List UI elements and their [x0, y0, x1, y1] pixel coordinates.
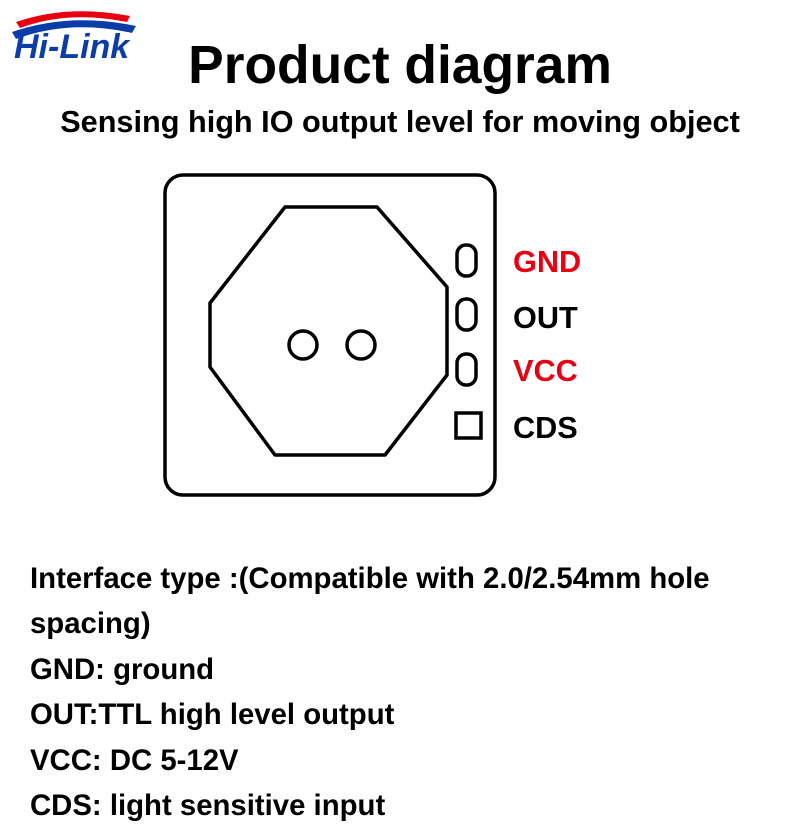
desc-line: Interface type :(Compatible with 2.0/2.5…: [30, 556, 770, 647]
sensor-hole: [347, 331, 375, 359]
desc-line: CDS: light sensitive input: [30, 783, 770, 828]
interface-description: Interface type :(Compatible with 2.0/2.5…: [30, 556, 770, 829]
diagram-svg: [155, 165, 645, 525]
pin-pad: [456, 413, 481, 438]
desc-line: GND: ground: [30, 647, 770, 692]
pin-label: VCC: [513, 354, 578, 389]
desc-line: OUT:TTL high level output: [30, 692, 770, 737]
page-title: Product diagram: [0, 35, 800, 96]
pin-label: CDS: [513, 411, 578, 446]
pin-pad: [457, 354, 476, 385]
sensor-octagon: [210, 207, 447, 455]
pin-pad: [457, 245, 476, 276]
pin-label: GND: [513, 245, 581, 280]
pin-label: OUT: [513, 301, 578, 336]
pin-pad: [457, 299, 476, 330]
product-diagram: GND OUT VCC CDS: [155, 165, 645, 525]
desc-line: VCC: DC 5-12V: [30, 738, 770, 783]
subtitle: Sensing high IO output level for moving …: [0, 105, 800, 140]
sensor-hole: [289, 331, 317, 359]
